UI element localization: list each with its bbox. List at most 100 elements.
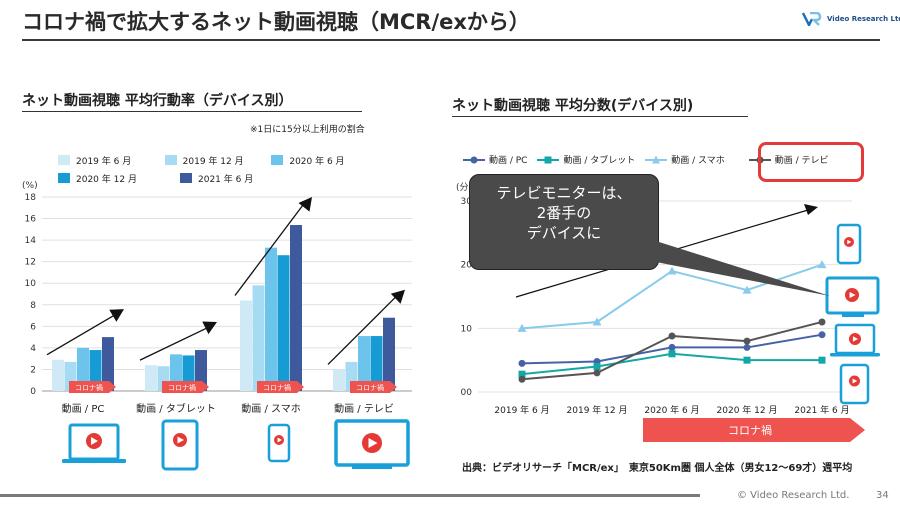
bar — [290, 225, 302, 391]
callout-line: 2番手の — [536, 204, 592, 222]
left-chart-title: ネット動画視聴 平均行動率（デバイス別） — [22, 93, 293, 109]
play-triangle — [847, 239, 852, 245]
x-category-label: 2020 年 6 月 — [644, 404, 699, 416]
play-triangle — [852, 336, 858, 342]
data-point — [592, 317, 602, 326]
footer-divider — [0, 494, 700, 497]
y-tick-label: 18 — [25, 193, 37, 203]
data-point — [667, 266, 677, 275]
data-point — [518, 375, 526, 383]
source-note: 出典：ビデオリサーチ「MCR/ex」 東京50Km圏 個人全体（男女12～69才… — [462, 463, 853, 474]
line-chart: (分) 00 10 20 30 2019 年 6 月 2019 年 12 月 2020 年… — [456, 182, 880, 442]
trend-arrowhead-icon — [202, 321, 217, 335]
legend-swatch — [58, 173, 70, 183]
trend-arrowhead-icon — [298, 197, 312, 212]
play-triangle — [852, 378, 858, 384]
right-chart-title: ネット動画視聴 平均分数(デバイス別) — [452, 98, 694, 114]
x-category-label: 2019 年 6 月 — [494, 404, 549, 416]
data-point — [518, 370, 526, 378]
trend-arrow-line — [327, 293, 400, 365]
legend-marker-square-icon — [537, 156, 560, 163]
company-logo: Video Research Ltd. — [802, 12, 900, 26]
tv-callout: テレビモニターは、 2番手の デバイスに — [469, 174, 659, 270]
page-title: コロナ禍で拡大するネット動画視聴（MCR/exから） — [22, 10, 530, 34]
page-number: 34 — [876, 490, 889, 501]
data-point — [742, 285, 752, 294]
play-triangle — [849, 291, 856, 299]
data-point — [743, 356, 751, 364]
legend-label: 動画 / PC — [489, 156, 528, 166]
legend-item: 2020 年 12 月 — [58, 172, 180, 185]
data-point — [668, 350, 676, 358]
tv-icon — [334, 419, 410, 469]
y-tick-label: 20 — [461, 261, 473, 271]
x-category-label: 2019 年 12 月 — [567, 404, 628, 416]
y-tick-label: 6 — [30, 322, 36, 332]
corona-arrow-label: コロナ禍 — [263, 383, 291, 392]
laptop-base — [62, 459, 126, 463]
y-tick-label: 2 — [30, 365, 36, 375]
bar — [383, 317, 395, 391]
legend-item: 2019 年 6 月 — [58, 154, 165, 167]
play-triangle — [368, 438, 378, 448]
callout-pointer — [640, 236, 830, 296]
bar — [370, 336, 383, 391]
legend-item-smartphone: 動画 / スマホ — [645, 153, 725, 166]
bar — [333, 369, 345, 391]
corona-arrow-label: コロナ禍 — [168, 383, 196, 392]
laptop-icon — [62, 423, 126, 463]
legend-item: 2019 年 12 月 — [164, 154, 272, 167]
corona-arrow-label: コロナ禍 — [356, 383, 384, 392]
play-triangle — [177, 436, 184, 444]
data-point — [517, 323, 527, 332]
smartphone-icon — [267, 423, 291, 463]
tablet-icon — [161, 419, 199, 471]
x-category-label: 動画 / スマホ — [241, 402, 300, 415]
legend-item: 2020 年 6 月 — [271, 154, 378, 167]
y-tick-label: 16 — [25, 215, 37, 225]
bar — [52, 359, 64, 391]
callout-line: デバイスに — [526, 224, 602, 242]
x-category-label: 動画 / タブレット — [136, 402, 216, 415]
y-tick-label: 30 — [461, 197, 473, 207]
data-point — [593, 369, 601, 377]
legend-item: 2021 年 6 月 — [180, 172, 302, 185]
y-axis-unit: (分) — [456, 182, 472, 193]
data-point — [743, 343, 751, 351]
legend-swatch — [164, 155, 177, 165]
legend-swatch — [271, 155, 284, 165]
bar — [265, 247, 277, 391]
corona-arrow-icon — [350, 381, 397, 393]
copyright: © Video Research Ltd. — [737, 490, 850, 501]
corona-arrow-label: コロナ禍 — [75, 383, 103, 392]
right-chart-title-rule — [452, 116, 748, 117]
trend-arrow-line — [234, 200, 307, 296]
title-divider — [22, 39, 880, 41]
corona-arrow-icon — [162, 381, 209, 393]
y-tick-label: 10 — [461, 324, 473, 334]
data-point — [668, 332, 676, 340]
y-tick-label: 12 — [25, 258, 36, 268]
y-tick-label: 10 — [25, 279, 37, 289]
tv-icon — [825, 276, 880, 317]
trend-arrow-line — [46, 312, 119, 356]
legend-label: 動画 / タブレット — [563, 156, 636, 166]
data-point — [818, 356, 826, 364]
vr-logo-icon — [802, 12, 822, 26]
bar — [240, 300, 252, 391]
play-triangle — [91, 437, 98, 445]
corona-arrow-icon — [69, 381, 116, 393]
x-category-label: 動画 / テレビ — [334, 402, 394, 415]
legend-label: 2019 年 12 月 — [182, 156, 244, 167]
x-category-label: 2021 年 6 月 — [794, 404, 849, 416]
x-category-label: 2020 年 12 月 — [717, 404, 778, 416]
bar — [277, 255, 290, 391]
callout-line: テレビモニターは、 — [496, 184, 632, 202]
bar — [77, 347, 89, 391]
bar — [102, 337, 114, 391]
laptop-base — [830, 353, 880, 357]
legend-swatch — [180, 173, 192, 183]
legend-label: 2019 年 6 月 — [76, 156, 132, 167]
x-category-label: 動画 / PC — [62, 402, 105, 415]
data-point — [518, 359, 526, 367]
